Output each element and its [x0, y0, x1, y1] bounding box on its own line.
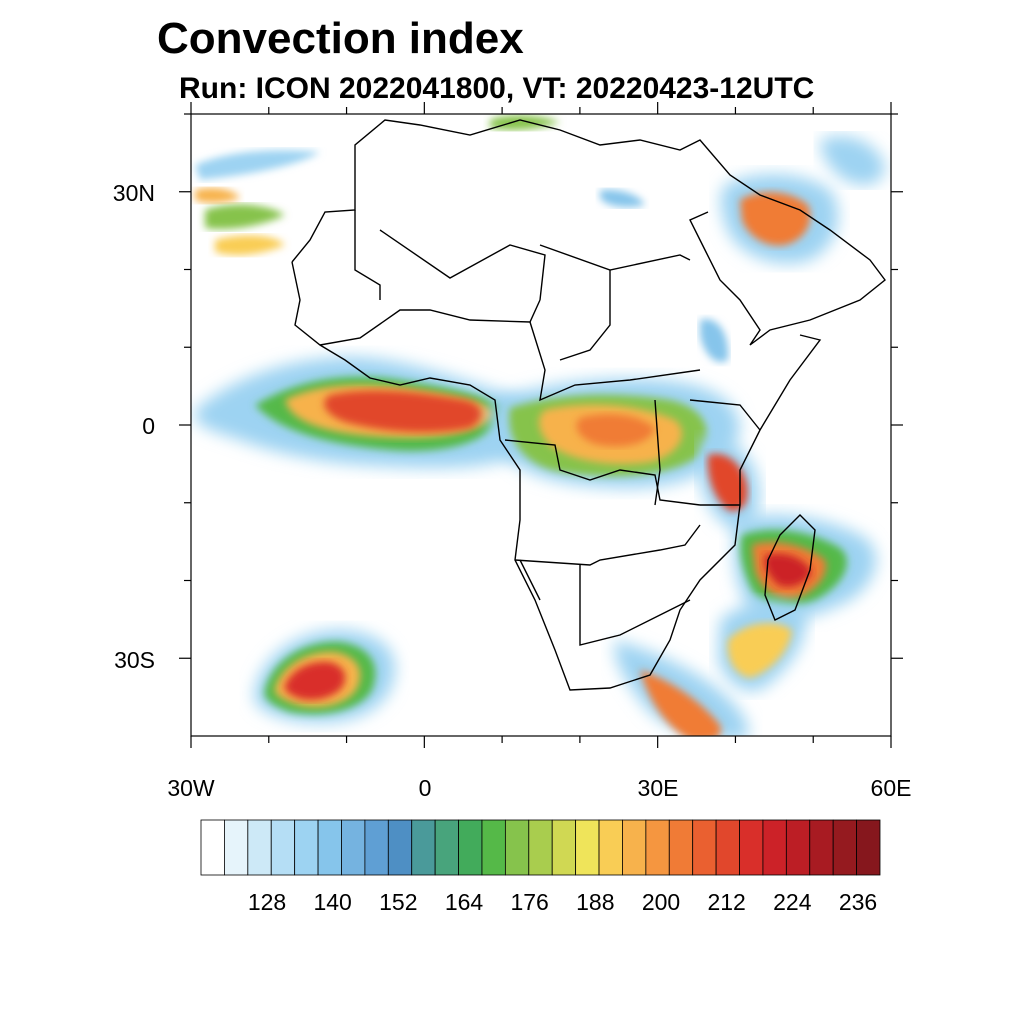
region-equatorial-atlantic-band	[194, 356, 550, 468]
colorbar-swatch	[832, 819, 857, 876]
colorbar-swatch	[692, 819, 717, 876]
colorbar-swatch	[247, 819, 272, 876]
colorbar-label: 152	[379, 889, 418, 915]
colorbar-label: 200	[641, 889, 681, 915]
colorbar-swatch	[528, 819, 553, 876]
colorbar-swatch	[622, 819, 647, 876]
region-southeast-south-africa-coast	[614, 601, 806, 736]
colorbar-label: 164	[444, 889, 484, 915]
colorbar-swatch	[762, 819, 787, 876]
region-south-atlantic-cell	[254, 629, 395, 723]
coastlines	[291, 119, 886, 691]
colorbar-swatch	[294, 819, 319, 876]
colorbar-swatch	[856, 819, 881, 876]
region-arabian-peninsula	[720, 136, 885, 264]
lon-label-60e: 60E	[870, 775, 912, 801]
colorbar	[200, 819, 881, 876]
colorbar-swatch	[341, 819, 366, 876]
region-east-africa-tanzania	[700, 438, 760, 530]
colorbar-swatch	[434, 819, 459, 876]
map-subtitle: Run: ICON 2022041800, VT: 20220423-12UTC	[179, 72, 815, 105]
colorbar-swatch	[668, 819, 694, 876]
colorbar-swatch	[270, 819, 296, 876]
lon-label-0: 0	[418, 775, 432, 801]
colorbar-swatch	[481, 819, 506, 876]
colorbar-swatch	[317, 819, 342, 876]
colorbar-label: 212	[707, 889, 746, 915]
region-congo-basin	[489, 378, 740, 489]
colorbar-swatch	[645, 819, 670, 876]
lat-label-30n: 30N	[112, 180, 155, 206]
colorbar-label: 176	[510, 889, 549, 915]
lon-label-30w: 30W	[167, 775, 215, 801]
colorbar-label: 140	[313, 889, 352, 915]
colorbar-swatch	[364, 819, 389, 876]
colorbar-swatch	[785, 819, 811, 876]
colorbar-swatch	[387, 819, 413, 876]
colorbar-label: 236	[838, 889, 878, 915]
colorbar-swatch	[598, 819, 623, 876]
colorbar-swatch	[551, 819, 577, 876]
colorbar-swatch	[809, 819, 834, 876]
colorbar-swatch	[411, 819, 436, 876]
lat-label-0: 0	[142, 413, 155, 439]
colorbar-label: 188	[576, 889, 615, 915]
colorbar-swatch	[575, 819, 600, 876]
colorbar-swatch	[200, 819, 225, 876]
axis-ticks	[179, 102, 903, 748]
colorbar-swatch	[458, 819, 483, 876]
map-title: Convection index	[157, 14, 524, 63]
colorbar-swatch	[739, 819, 764, 876]
northern-streaks	[195, 115, 729, 363]
colorbar-label: 224	[773, 889, 812, 915]
convection-field	[194, 115, 886, 736]
colorbar-swatch	[504, 819, 530, 876]
colorbar-swatch	[715, 819, 740, 876]
colorbar-label: 128	[247, 889, 287, 915]
lon-label-30e: 30E	[637, 775, 679, 801]
colorbar-swatch	[224, 819, 249, 876]
lat-label-30s: 30S	[114, 647, 155, 673]
